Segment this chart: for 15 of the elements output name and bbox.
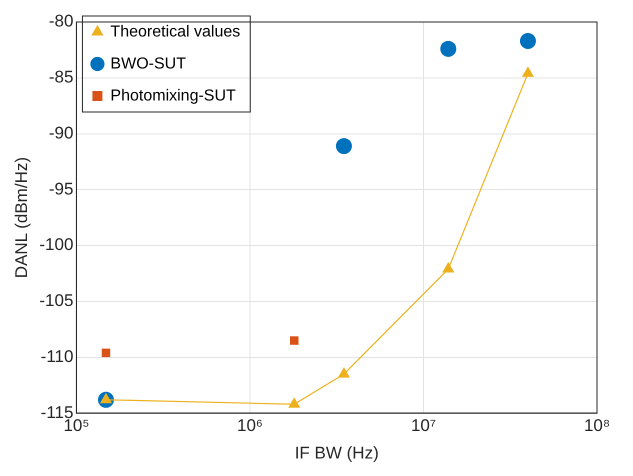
x-tick-label: 10⁶ [236, 416, 263, 436]
legend-label: Theoretical values [110, 23, 240, 40]
y-tick-label: -105 [39, 291, 74, 310]
y-axis-title: DANL (dBm/Hz) [12, 156, 31, 278]
y-tick-label: -90 [48, 123, 74, 142]
y-tick-label: -95 [48, 179, 74, 198]
y-tick-label: -85 [48, 68, 74, 87]
legend-label: BWO-SUT [110, 55, 186, 72]
x-tick-label: 10⁸ [584, 416, 610, 436]
y-tick-label: -80 [48, 12, 74, 31]
legend-label: Photomixing-SUT [110, 87, 236, 104]
y-tick-label: -100 [39, 235, 74, 254]
x-axis-title: IF BW (Hz) [294, 443, 379, 462]
y-tick-label: -110 [40, 347, 74, 366]
x-tick-label: 10⁷ [410, 416, 436, 436]
